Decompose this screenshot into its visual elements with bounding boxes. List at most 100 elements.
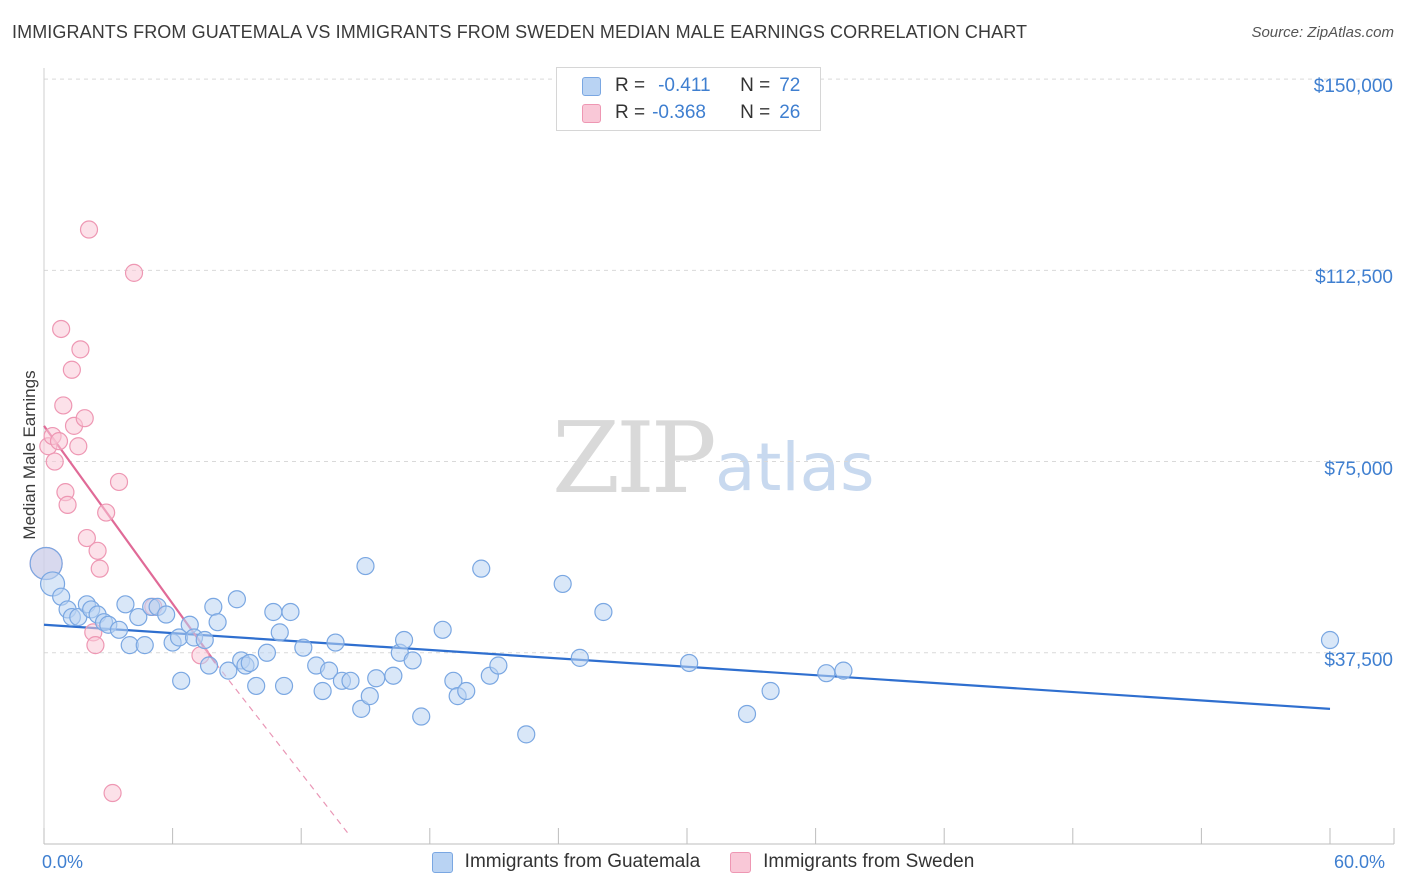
point-sweden bbox=[86, 636, 105, 655]
series-legend: Immigrants from Guatemala Immigrants fro… bbox=[0, 851, 1406, 873]
point-guatemala bbox=[834, 661, 853, 680]
legend-n-label: N = bbox=[740, 102, 771, 123]
point-sweden bbox=[62, 360, 81, 379]
point-sweden bbox=[69, 437, 88, 456]
watermark-zip: ZIP bbox=[552, 402, 714, 516]
point-guatemala bbox=[204, 597, 223, 616]
legend-swatch-sweden bbox=[582, 103, 601, 123]
chart-title: IMMIGRANTS FROM GUATEMALA VS IMMIGRANTS … bbox=[12, 22, 1028, 42]
axes bbox=[43, 68, 1395, 845]
point-sweden bbox=[103, 783, 122, 803]
legend-r-label: R = bbox=[615, 75, 646, 96]
point-guatemala bbox=[135, 636, 154, 655]
y-tick-label: $75,000 bbox=[1324, 458, 1393, 480]
point-guatemala bbox=[1320, 630, 1340, 650]
point-guatemala bbox=[264, 602, 283, 622]
point-guatemala bbox=[281, 602, 300, 622]
gridlines bbox=[44, 78, 1394, 654]
point-guatemala bbox=[737, 704, 757, 724]
point-guatemala bbox=[274, 676, 294, 696]
correlation-legend: R = -0.411 N = 72 R = -0.368 N = 26 bbox=[556, 67, 821, 131]
point-guatemala bbox=[326, 633, 345, 652]
legend-swatch-guatemala bbox=[582, 76, 601, 96]
series-swatch-sweden bbox=[730, 851, 752, 873]
point-sweden bbox=[90, 559, 109, 578]
point-sweden bbox=[124, 263, 144, 282]
point-sweden bbox=[45, 452, 64, 471]
point-guatemala bbox=[360, 687, 379, 706]
legend-n-value: 26 bbox=[779, 102, 801, 123]
data-points bbox=[29, 220, 1340, 803]
point-guatemala bbox=[680, 653, 699, 673]
point-guatemala bbox=[517, 725, 536, 744]
series-label-sweden: Immigrants from Sweden bbox=[763, 851, 975, 872]
point-sweden bbox=[75, 409, 94, 428]
point-guatemala bbox=[247, 676, 266, 696]
series-swatch-guatemala bbox=[431, 851, 453, 873]
watermark: ZIP atlas bbox=[552, 402, 875, 516]
point-guatemala bbox=[257, 643, 277, 662]
series-legend-guatemala[interactable]: Immigrants from Guatemala bbox=[431, 851, 701, 873]
point-guatemala bbox=[553, 574, 572, 594]
point-guatemala bbox=[116, 595, 135, 614]
point-guatemala bbox=[384, 666, 403, 685]
point-guatemala bbox=[394, 630, 414, 650]
point-sweden bbox=[88, 541, 107, 560]
point-guatemala bbox=[313, 681, 332, 701]
series-legend-sweden[interactable]: Immigrants from Sweden bbox=[730, 851, 974, 873]
legend-n-label: N = bbox=[740, 75, 771, 96]
point-guatemala bbox=[341, 671, 360, 690]
point-guatemala bbox=[352, 699, 371, 718]
legend-r-label: R = bbox=[615, 102, 646, 123]
source-label: Source: ZipAtlas.com bbox=[1251, 24, 1394, 41]
point-guatemala bbox=[457, 681, 476, 701]
point-sweden bbox=[49, 432, 69, 451]
point-guatemala bbox=[356, 556, 375, 576]
point-sweden bbox=[109, 472, 129, 492]
point-guatemala bbox=[195, 630, 214, 650]
point-guatemala bbox=[199, 656, 219, 675]
point-guatemala bbox=[319, 661, 339, 680]
point-sweden bbox=[71, 340, 90, 359]
point-guatemala bbox=[109, 620, 129, 639]
point-guatemala bbox=[219, 661, 238, 680]
y-tick-label: $37,500 bbox=[1324, 649, 1393, 671]
point-guatemala bbox=[172, 671, 191, 690]
point-guatemala bbox=[294, 638, 313, 657]
point-sweden bbox=[54, 396, 73, 415]
legend-row-guatemala: R = -0.411 N = 72 bbox=[582, 73, 800, 99]
point-guatemala bbox=[208, 613, 227, 632]
point-guatemala bbox=[403, 651, 422, 670]
series-label-guatemala: Immigrants from Guatemala bbox=[464, 851, 701, 872]
x-tick-min: 0.0% bbox=[42, 852, 84, 872]
point-guatemala bbox=[157, 605, 176, 624]
legend-r-value: -0.368 bbox=[652, 102, 706, 123]
point-guatemala bbox=[472, 559, 491, 578]
point-sweden bbox=[52, 319, 71, 339]
x-tick-max: 60.0% bbox=[1334, 852, 1386, 872]
legend-r-value: -0.411 bbox=[658, 75, 711, 96]
point-guatemala bbox=[227, 590, 246, 609]
watermark-atlas: atlas bbox=[715, 429, 875, 506]
point-sweden bbox=[97, 503, 116, 522]
legend-n-value: 72 bbox=[779, 75, 801, 96]
point-guatemala bbox=[129, 607, 148, 627]
point-guatemala bbox=[270, 623, 289, 642]
point-sweden bbox=[77, 528, 96, 548]
point-sweden bbox=[79, 220, 99, 239]
point-sweden bbox=[58, 495, 77, 514]
point-guatemala bbox=[761, 681, 780, 701]
point-guatemala bbox=[367, 669, 386, 688]
point-guatemala bbox=[412, 707, 431, 726]
point-guatemala bbox=[433, 620, 452, 639]
y-tick-label: $112,500 bbox=[1315, 267, 1393, 289]
y-tick-label: $150,000 bbox=[1313, 76, 1393, 98]
trend-extension-sweden bbox=[214, 662, 349, 835]
point-guatemala bbox=[489, 656, 508, 675]
point-guatemala bbox=[570, 648, 589, 667]
point-guatemala bbox=[240, 653, 259, 673]
legend-row-sweden: R = -0.368 N = 26 bbox=[582, 100, 800, 126]
point-guatemala bbox=[817, 664, 836, 683]
point-guatemala bbox=[594, 602, 613, 622]
